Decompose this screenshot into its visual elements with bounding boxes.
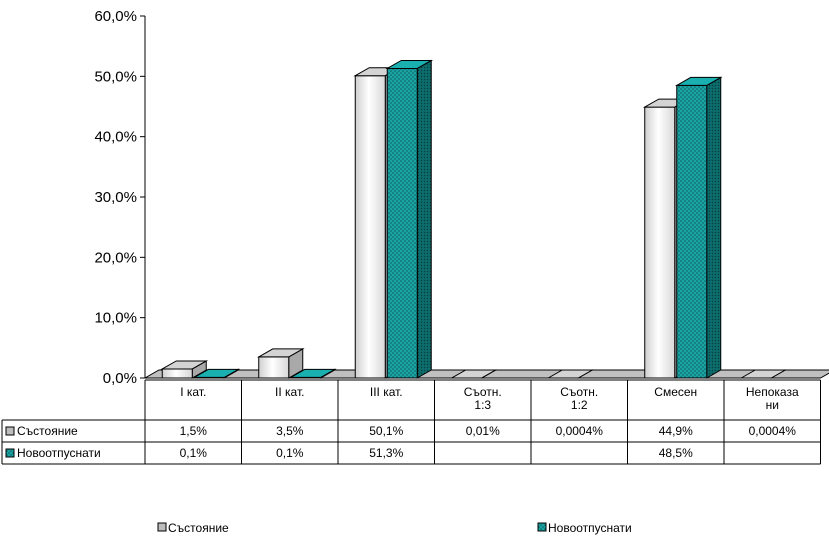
bar-novootpusnati-2-front: [386, 67, 418, 379]
x-category-label: II кат.: [275, 385, 304, 399]
x-category-label: Съотн.: [464, 385, 502, 399]
bar-novootpusnati-2: [385, 59, 434, 379]
bar-sastoyanie-0: [160, 360, 209, 379]
data-table-value: 0,1%: [276, 446, 304, 460]
bar-novootpusnati-2-top: [385, 59, 434, 69]
bar-sastoyanie-6-top: [739, 369, 788, 379]
data-table-value: 44,9%: [659, 424, 693, 438]
bar-sastoyanie-1-front: [258, 356, 290, 379]
bar-novootpusnati-2-side: [416, 59, 432, 379]
bar-sastoyanie-4: [546, 369, 595, 379]
x-category-label: 1:3: [474, 398, 491, 412]
bar-novootpusnati-5: [674, 76, 723, 379]
bar-sastoyanie-3: [449, 369, 498, 379]
x-category-label: Съотн.: [560, 385, 598, 399]
x-category-label: III кат.: [370, 385, 403, 399]
bar-sastoyanie-1: [256, 348, 305, 379]
bar-novootpusnati-1: [288, 368, 337, 379]
bar-novootpusnati-0: [192, 368, 241, 379]
table-series-name: Новоотпуснати: [17, 446, 101, 460]
data-table-value: 1,5%: [180, 424, 208, 438]
data-table-value: 0,01%: [466, 424, 500, 438]
bar-novootpusnati-5-top: [674, 76, 723, 86]
x-category-label: Непоказа: [746, 385, 799, 399]
bar-sastoyanie-2-front: [354, 75, 386, 379]
x-category-label: ни: [766, 398, 779, 412]
y-tick-label: 60,0%: [94, 8, 137, 25]
data-table-value: 48,5%: [659, 446, 693, 460]
bar-sastoyanie-4-top: [546, 369, 595, 379]
y-tick-label: 30,0%: [94, 189, 137, 206]
y-tick-label: 40,0%: [94, 129, 137, 146]
bar-novootpusnati-0-top: [192, 368, 241, 378]
table-series-swatch: [5, 426, 15, 436]
y-tick-label: 0,0%: [103, 370, 137, 387]
x-category-label: I кат.: [180, 385, 206, 399]
data-table-value: 3,5%: [276, 424, 304, 438]
x-category-label: 1:2: [571, 398, 588, 412]
table-series-name: Състояние: [17, 424, 78, 438]
legend-item-sastoyanie: Състояние: [157, 521, 229, 535]
x-category-label: Смесен: [654, 385, 697, 399]
table-series-swatch: [5, 448, 15, 458]
legend-label: Състояние: [168, 521, 229, 535]
bar-sastoyanie-6: [739, 369, 788, 379]
bar-novootpusnati-5-side: [706, 76, 722, 379]
bar-sastoyanie-1-top: [256, 348, 305, 358]
bar-novootpusnati-5-front: [676, 84, 708, 379]
data-table-value: 0,0004%: [556, 424, 604, 438]
legend-item-novootpusnati: Новоотпуснати: [537, 521, 632, 535]
legend-swatch: [537, 522, 547, 532]
data-table-value: 0,1%: [180, 446, 208, 460]
bar-novootpusnati-1-top: [288, 368, 337, 378]
data-table-value: 51,3%: [369, 446, 403, 460]
bar-sastoyanie-0-front: [161, 368, 193, 379]
data-table-value: 0,0004%: [749, 424, 797, 438]
legend-swatch: [157, 522, 167, 532]
y-tick-label: 20,0%: [94, 249, 137, 266]
y-tick-label: 50,0%: [94, 68, 137, 85]
bar-sastoyanie-3-top: [449, 369, 498, 379]
bar-sastoyanie-5-front: [644, 106, 676, 379]
bar-sastoyanie-0-top: [160, 360, 209, 370]
y-tick-label: 10,0%: [94, 310, 137, 327]
legend-label: Новоотпуснати: [548, 521, 632, 535]
data-table-value: 50,1%: [369, 424, 403, 438]
